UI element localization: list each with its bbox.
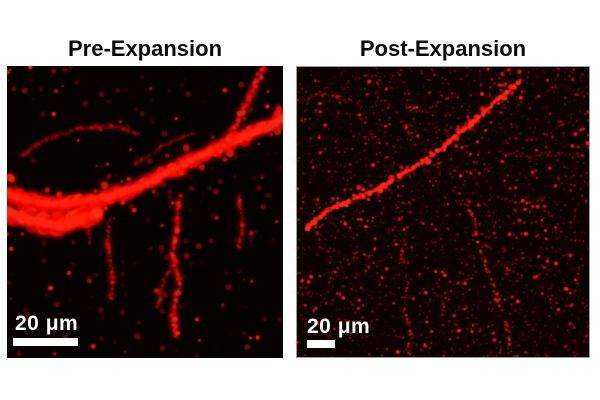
scale-bar-pre [13,338,78,346]
micrograph-panel-pre-expansion: 20 μm [7,66,283,358]
scale-bar-label-post: 20 μm [307,315,371,338]
micrograph-panel-post-expansion: 20 μm [296,66,590,358]
scale-bar-post [307,340,335,348]
panel-title-pre-expansion: Pre-Expansion [67,36,223,61]
post-expansion-micrograph [297,67,589,357]
panel-title-post-expansion: Post-Expansion [359,36,527,61]
scale-bar-label-pre: 20 μm [15,312,79,335]
pre-expansion-micrograph [7,66,283,358]
